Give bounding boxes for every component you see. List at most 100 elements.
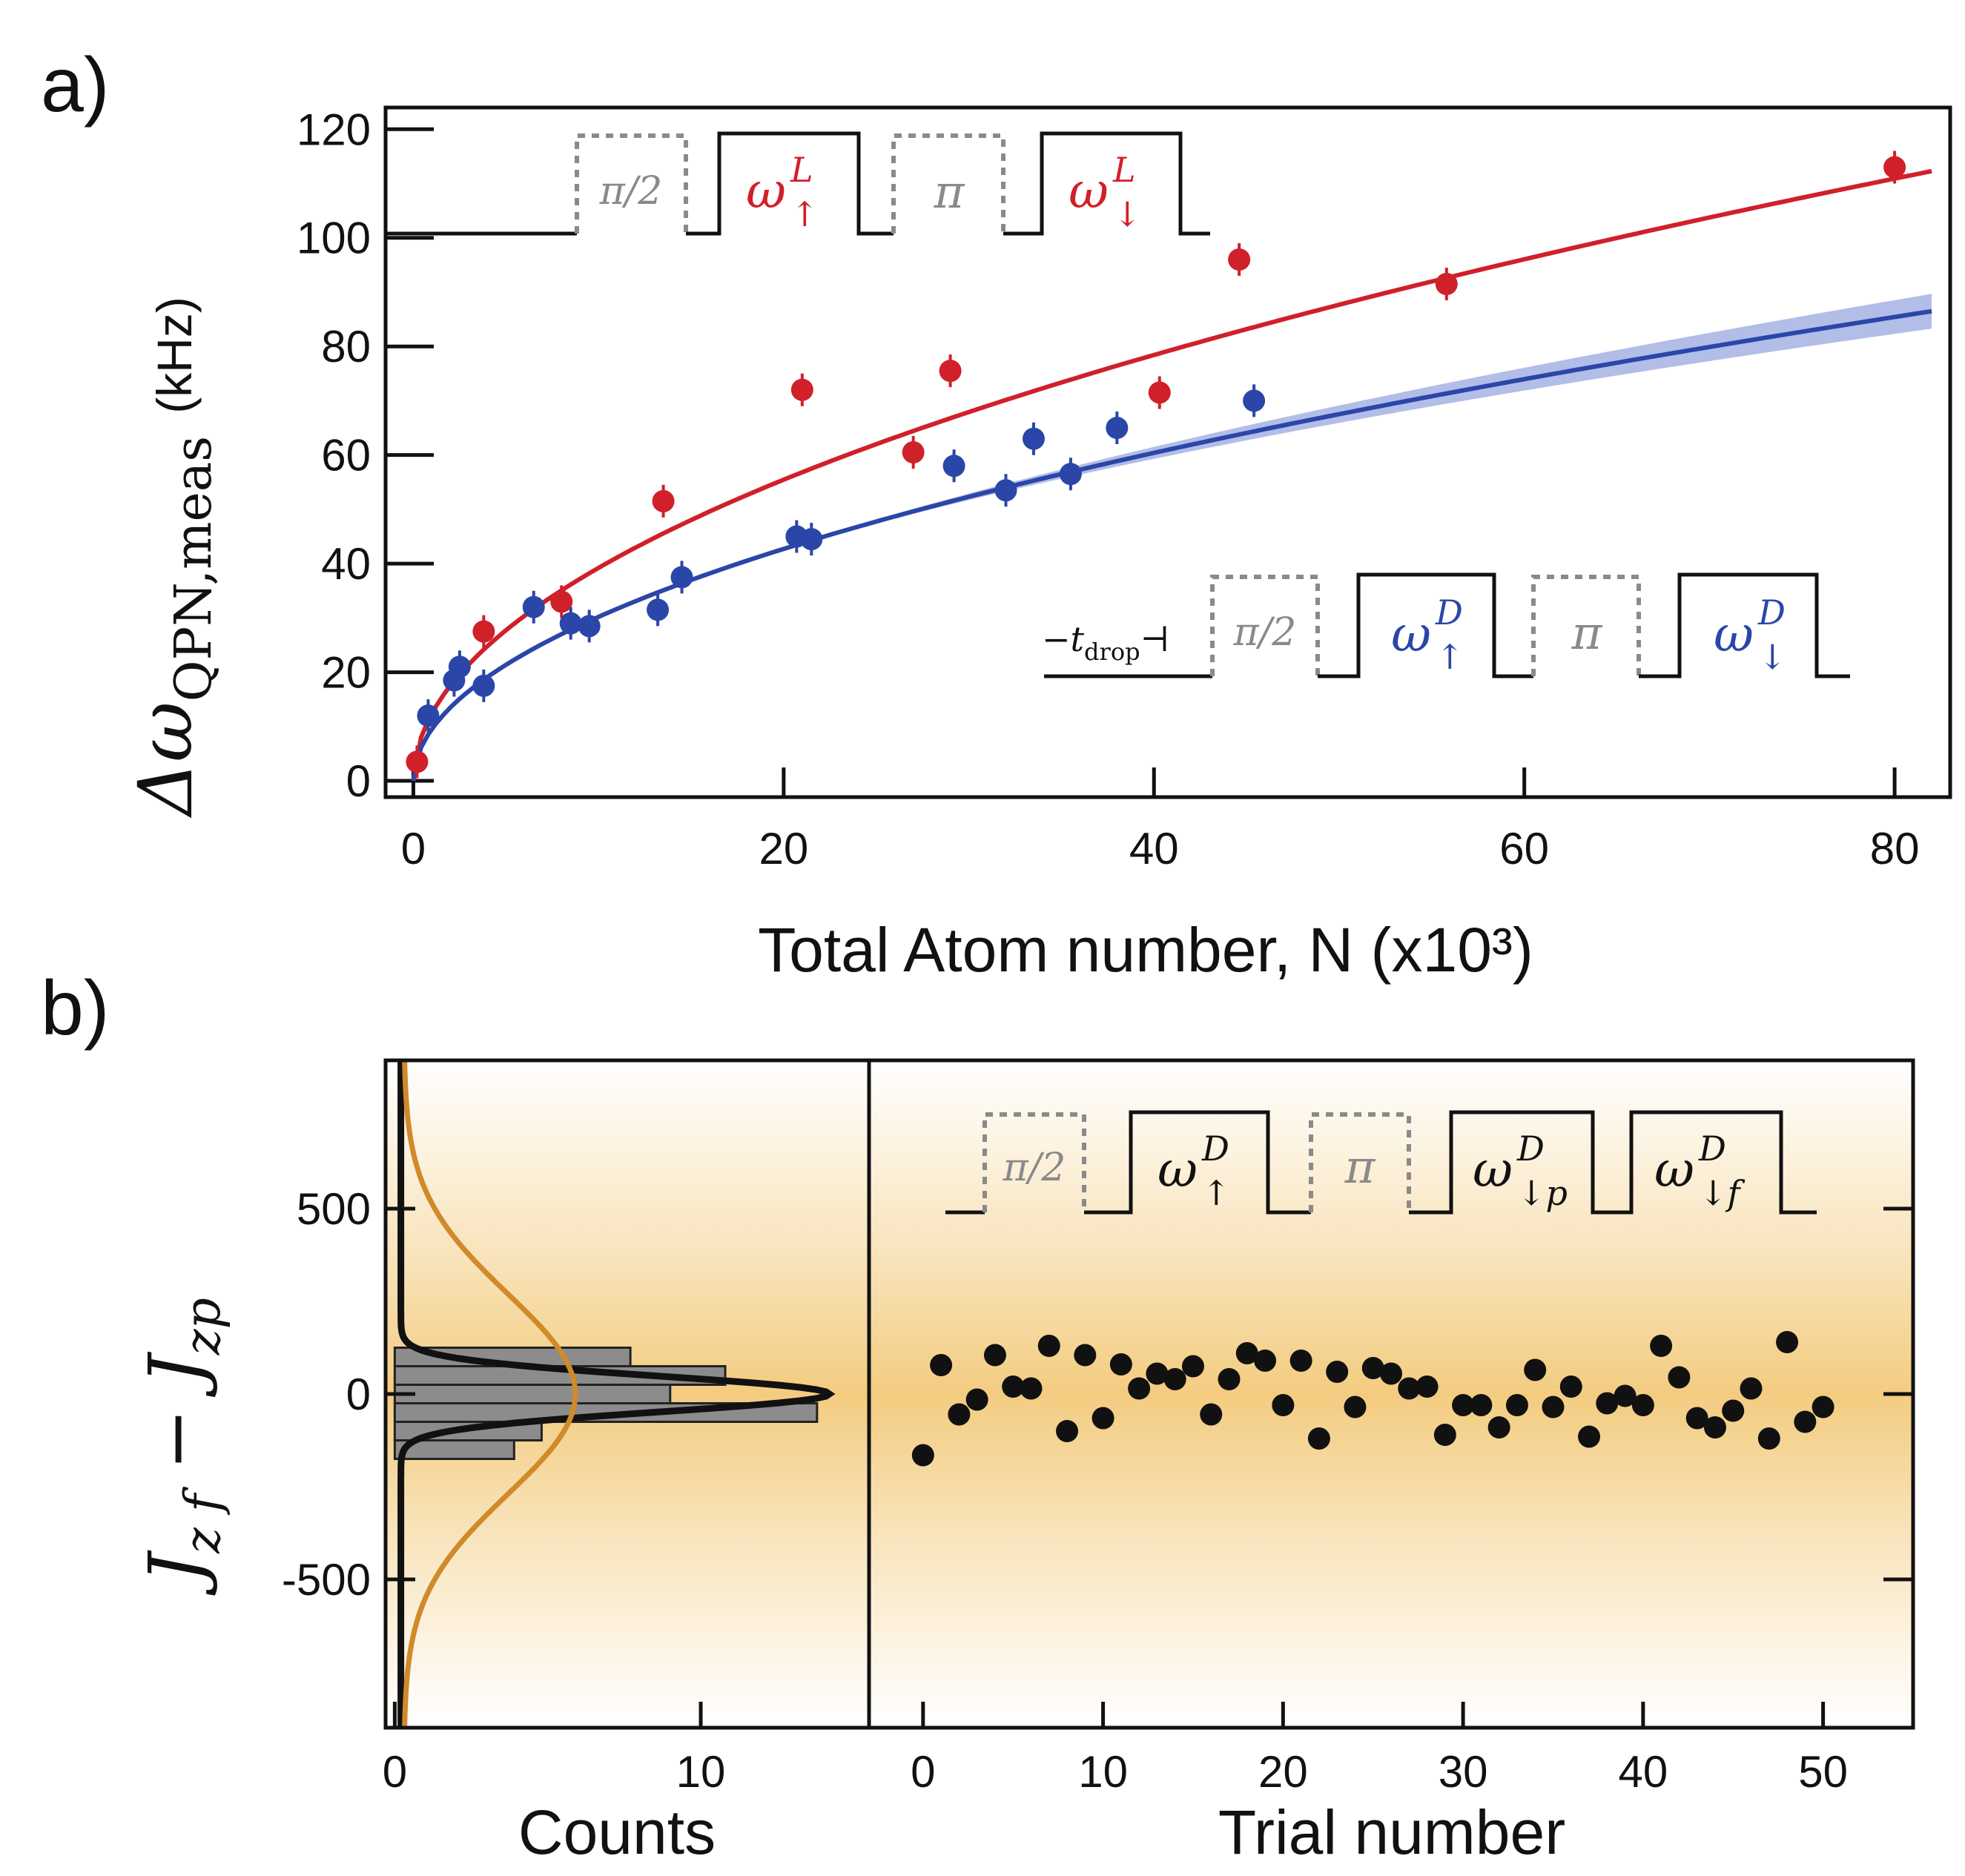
seqD-omega-down-sub: ↓ — [1758, 637, 1787, 677]
seqB-omega-up-sub: ↑ — [1202, 1173, 1231, 1213]
seqD-pi-half: π/2 — [1233, 610, 1297, 655]
data-points — [406, 151, 1906, 779]
trial-point — [1326, 1361, 1349, 1383]
trial-point — [1614, 1384, 1637, 1407]
trial-point — [1703, 1416, 1726, 1439]
data-point — [406, 750, 429, 773]
data-point — [1435, 272, 1458, 295]
ylabel-subscript: QPN,meas — [165, 436, 223, 701]
trial-point — [1650, 1335, 1673, 1357]
data-point — [1022, 427, 1045, 450]
trial-point — [1380, 1362, 1402, 1385]
y-tick-label: -500 — [282, 1555, 371, 1605]
x-tick-label: 20 — [759, 824, 808, 873]
trial-point — [1128, 1377, 1151, 1400]
trial-point — [1631, 1394, 1654, 1416]
data-point — [472, 620, 495, 643]
histogram-bar — [393, 1384, 672, 1404]
pulse-sequence-L: π/2 ω L ↑ π ω L ↓ — [386, 131, 1210, 236]
data-point — [559, 612, 582, 635]
data-point — [800, 528, 823, 551]
seqB-omega-down-p-sub: ↓p — [1517, 1173, 1568, 1213]
trial-tick-label: 20 — [1258, 1747, 1308, 1797]
panel-b-ylabel: Jz f − Jzp — [133, 1298, 231, 1596]
trial-tick-label: 0 — [911, 1747, 935, 1797]
trial-point — [1200, 1403, 1223, 1426]
seqL-pi-half: π/2 — [599, 169, 663, 214]
seqL-omega-up-sub: ↑ — [790, 194, 819, 234]
data-point — [942, 455, 965, 478]
seqB-omega-down-f-sup: D — [1698, 1129, 1726, 1169]
y-tick-label: 40 — [321, 539, 371, 589]
trial-point — [1398, 1377, 1421, 1400]
data-point — [652, 489, 675, 512]
y-tick-label: 0 — [346, 1370, 371, 1419]
panel-a: a) 0 20 40 60 80 100 120 0 20 40 60 80 ΔωQPN,meas (k… — [41, 42, 1952, 985]
data-point — [1059, 463, 1082, 486]
trial-point — [1272, 1394, 1295, 1416]
seqB-omega-down-f: ω — [1654, 1141, 1694, 1198]
seqL-omega-up-sup: L — [790, 150, 813, 190]
trial-point — [1596, 1392, 1619, 1415]
data-point — [994, 479, 1017, 502]
y-tick-label: 20 — [321, 648, 371, 698]
data-point — [1228, 248, 1251, 271]
trial-point — [1757, 1427, 1780, 1450]
trial-point — [1307, 1427, 1330, 1450]
panel-b: b) -500 0 500 0 10 0 10 20 30 40 50 Jz f − Jzp Cou… — [41, 965, 1915, 1867]
trial-point — [1722, 1399, 1745, 1422]
trial-point — [1542, 1396, 1565, 1418]
x-tick-label: 40 — [1129, 824, 1179, 873]
trial-point — [1181, 1355, 1204, 1378]
trial-point — [1146, 1362, 1169, 1385]
y-tick-label: 100 — [297, 214, 371, 263]
trial-point — [1289, 1350, 1312, 1372]
ylabel-delta-omega: Δω — [122, 701, 209, 819]
data-point — [448, 655, 471, 678]
y-tick-label: 0 — [346, 756, 371, 806]
seqB-omega-down-p-sup: D — [1516, 1129, 1545, 1169]
seqB-omega-down-f-sub: ↓f — [1699, 1173, 1746, 1213]
seqD-pi: π — [1571, 606, 1603, 660]
panel-a-plot-frame — [383, 105, 1952, 799]
trial-point — [1037, 1335, 1060, 1357]
trial-point — [1254, 1350, 1277, 1372]
data-point — [417, 704, 440, 727]
trial-tick-label: 40 — [1618, 1747, 1668, 1797]
trial-point — [1812, 1396, 1834, 1418]
pulse-sequence-D: −tdrop⊣ π/2 ω D ↑ π ω D ↓ — [1042, 572, 1850, 678]
confidence-band — [820, 294, 1932, 539]
seqL-omega-down-sup: L — [1112, 150, 1136, 190]
trial-point — [1685, 1407, 1708, 1430]
trial-point — [1416, 1375, 1439, 1398]
trial-point — [1235, 1342, 1258, 1364]
seqB-omega-up-sup: D — [1201, 1129, 1229, 1169]
seqD-tdrop: −tdrop⊣ — [1042, 619, 1169, 666]
data-point — [522, 595, 545, 618]
y-tick-label: 500 — [297, 1184, 371, 1234]
trial-point — [1074, 1344, 1097, 1367]
trial-point — [1776, 1331, 1799, 1353]
trial-point — [1524, 1358, 1547, 1381]
trial-point — [1433, 1424, 1456, 1446]
panel-b-label: b) — [41, 965, 109, 1051]
blue-fit-confidence-band — [820, 294, 1932, 539]
data-point — [1106, 417, 1129, 440]
seqB-omega-down-p: ω — [1473, 1141, 1513, 1198]
seqL-pi: π — [934, 165, 965, 219]
data-point — [472, 674, 495, 697]
trial-point — [1092, 1407, 1114, 1430]
red (L)-fit-line — [411, 168, 1932, 782]
data-point — [939, 360, 962, 383]
narrow gaussian-fit — [397, 1060, 836, 1728]
data-point — [902, 441, 925, 463]
seqD-omega-up-sup: D — [1435, 592, 1463, 633]
trial-tick-label: 30 — [1439, 1747, 1488, 1797]
panel-b-xlabel-counts: Counts — [518, 1797, 716, 1867]
wide gaussian-fit — [402, 1060, 578, 1728]
seqD-omega-down-sup: D — [1757, 592, 1786, 633]
seqD-omega-up-sub: ↑ — [1436, 637, 1464, 677]
panel-a-label: a) — [41, 42, 109, 128]
trial-tick-label: 50 — [1798, 1747, 1848, 1797]
